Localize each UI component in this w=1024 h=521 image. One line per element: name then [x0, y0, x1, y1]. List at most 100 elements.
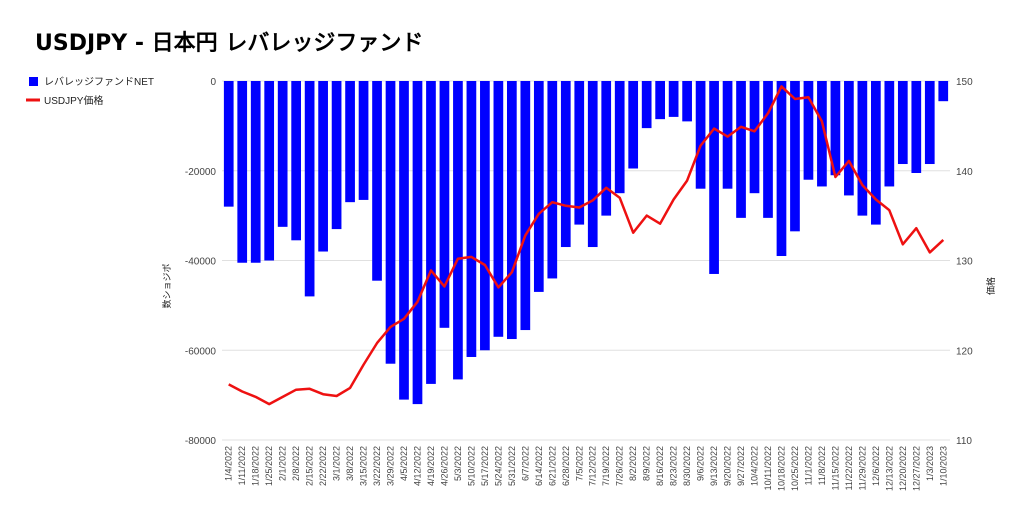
bar — [817, 81, 827, 187]
bar — [533, 81, 544, 292]
bar — [668, 81, 679, 117]
bar — [493, 81, 504, 337]
x-tick-label: 6/14/2022 — [534, 446, 544, 486]
x-tick-label: 6/21/2022 — [547, 446, 557, 486]
line-series — [228, 85, 945, 406]
bar — [803, 81, 814, 180]
bar — [736, 81, 746, 218]
x-tick-label: 4/26/2022 — [439, 446, 449, 486]
left-tick-label: 0 — [210, 77, 216, 88]
bar — [264, 81, 275, 261]
bar — [897, 81, 908, 165]
left-tick-label: -40000 — [185, 257, 217, 268]
bar — [453, 81, 463, 380]
x-tick-label: 1/3/2023 — [925, 446, 935, 481]
bar — [237, 81, 248, 263]
bar — [776, 81, 787, 257]
bar — [857, 81, 868, 216]
x-tick-label: 6/28/2022 — [561, 446, 571, 486]
bar — [709, 81, 719, 274]
bar — [870, 81, 881, 225]
x-tick-label: 10/4/2022 — [750, 446, 760, 486]
bar — [911, 81, 922, 173]
bar — [520, 81, 531, 331]
bar — [345, 81, 355, 203]
bar — [480, 81, 490, 351]
x-tick-label: 12/6/2022 — [871, 446, 881, 486]
legend: レバレッジファンドNET USDJPY価格 — [26, 76, 154, 107]
bar — [722, 81, 733, 189]
right-tick-label: 140 — [956, 167, 973, 178]
bar — [426, 81, 436, 384]
x-tick-label: 1/10/2023 — [938, 446, 948, 486]
bar — [614, 81, 625, 194]
x-tick-label: 11/29/2022 — [857, 446, 867, 490]
right-tick-label: 150 — [956, 77, 973, 88]
x-tick-label: 3/22/2022 — [372, 446, 382, 486]
bar — [924, 81, 935, 165]
bar — [399, 81, 409, 400]
x-tick-label: 5/17/2022 — [480, 446, 490, 486]
bar — [749, 81, 760, 194]
x-tick-label: 1/25/2022 — [264, 446, 274, 486]
x-tick-label: 8/30/2022 — [682, 446, 692, 486]
x-tick-label: 4/5/2022 — [399, 446, 409, 481]
bar — [506, 81, 517, 340]
x-tick-label: 5/10/2022 — [466, 446, 476, 486]
legend-label-line: USDJPY価格 — [44, 94, 103, 107]
gridlines — [222, 80, 950, 441]
x-tick-label: 7/5/2022 — [574, 446, 584, 481]
x-tick-label: 3/8/2022 — [345, 446, 355, 481]
price-line — [228, 85, 945, 406]
left-tick-label: -80000 — [185, 436, 217, 447]
x-tick-label: 7/19/2022 — [601, 446, 611, 486]
x-tick-label: 4/19/2022 — [426, 446, 436, 486]
x-tick-label: 5/3/2022 — [453, 446, 463, 481]
x-tick-label: 1/4/2022 — [224, 446, 234, 481]
right-tick-label: 110 — [956, 436, 972, 447]
x-tick-label: 12/27/2022 — [911, 446, 921, 491]
bar — [574, 81, 585, 225]
legend-label-bars: レバレッジファンドNET — [44, 76, 154, 88]
x-tick-label: 2/22/2022 — [318, 446, 328, 486]
x-tick-label: 4/12/2022 — [412, 446, 422, 486]
x-tick-label: 1/11/2022 — [237, 446, 247, 485]
bar — [938, 81, 949, 102]
bar — [250, 81, 261, 263]
x-tick-label: 10/18/2022 — [776, 446, 786, 491]
x-tick-label: 8/23/2022 — [669, 446, 679, 486]
bar — [223, 81, 234, 207]
x-tick-label: 1/18/2022 — [251, 446, 261, 486]
bar — [385, 81, 396, 364]
chart-title: USDJPY - 日本円 レバレッジファンド — [35, 31, 423, 56]
bar — [641, 81, 652, 129]
x-tick-label: 3/15/2022 — [359, 446, 369, 486]
bar — [655, 81, 666, 120]
bar — [318, 81, 328, 252]
x-tick-label: 5/31/2022 — [507, 446, 517, 486]
x-tick-label: 2/15/2022 — [305, 446, 315, 486]
bar — [763, 81, 773, 218]
x-tick-label: 12/13/2022 — [884, 446, 894, 491]
bar — [291, 81, 302, 241]
left-tick-label: -60000 — [185, 346, 217, 357]
bar — [884, 81, 895, 187]
bar — [304, 81, 315, 297]
x-tick-label: 8/9/2022 — [642, 446, 652, 481]
bar — [587, 81, 598, 248]
x-tick-label: 7/12/2022 — [588, 446, 598, 486]
right-tick-label: 130 — [956, 257, 973, 268]
left-axis-ticks: 0 -20000 -40000 -60000 -80000 — [185, 77, 217, 447]
x-tick-label: 9/20/2022 — [723, 446, 733, 486]
bar — [601, 81, 612, 216]
bar-series — [223, 81, 949, 405]
right-axis-ticks: 150 140 130 120 110 — [956, 77, 973, 447]
bar — [331, 81, 342, 230]
x-tick-label: 2/8/2022 — [291, 446, 301, 481]
bar — [466, 81, 477, 357]
bar — [412, 81, 423, 405]
x-tick-label: 11/15/2022 — [830, 446, 840, 490]
legend-swatch-bars — [29, 77, 38, 86]
x-tick-label: 11/1/2022 — [803, 446, 813, 485]
